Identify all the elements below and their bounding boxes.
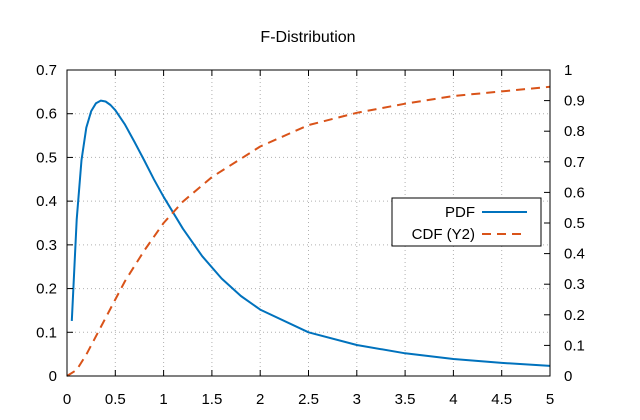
x-tick-label: 2 bbox=[256, 391, 264, 408]
y2-tick-label: 0.6 bbox=[564, 184, 585, 201]
series-line-cdf bbox=[66, 85, 551, 377]
axes-ticks: 0 0.5 1 1.5 2 2.5 3 3.5 4 4.5 500.10.20.30.40.50.6… bbox=[36, 62, 585, 408]
y2-tick-label: 0.9 bbox=[564, 93, 585, 110]
y2-tick-label: 0.8 bbox=[564, 123, 585, 140]
y-tick-label: 0.4 bbox=[36, 193, 57, 210]
y2-tick-label: 0.3 bbox=[564, 276, 585, 293]
series-line-pdf bbox=[70, 99, 551, 367]
y-tick-label: 0.7 bbox=[36, 62, 57, 79]
chart-title: F-Distribution bbox=[260, 29, 355, 46]
x-tick-label: 5 bbox=[546, 391, 554, 408]
y2-tick-label: 0.4 bbox=[564, 246, 585, 263]
x-tick-label: 4.5 bbox=[491, 391, 512, 408]
x-tick-label: 2.5 bbox=[298, 391, 319, 408]
y2-tick-label: 0 bbox=[564, 368, 572, 385]
x-tick-label: 0.5 bbox=[105, 391, 126, 408]
y2-tick-label: 1 bbox=[564, 62, 572, 79]
x-tick-label: 1.5 bbox=[201, 391, 222, 408]
y-tick-label: 0.3 bbox=[36, 237, 57, 254]
y2-tick-label: 0.7 bbox=[564, 154, 585, 171]
y-tick-label: 0 bbox=[49, 368, 57, 385]
y2-tick-label: 0.2 bbox=[564, 307, 585, 324]
x-tick-label: 4 bbox=[449, 391, 457, 408]
x-tick-label: 3.5 bbox=[395, 391, 416, 408]
y2-tick-label: 0.5 bbox=[564, 215, 585, 232]
y2-tick-label: 0.1 bbox=[564, 337, 585, 354]
legend-label-pdf: PDF bbox=[445, 204, 475, 221]
plot-series bbox=[66, 85, 551, 377]
legend-label-cdf: CDF (Y2) bbox=[412, 226, 475, 243]
x-tick-label: 0 bbox=[63, 391, 71, 408]
legend-box bbox=[391, 197, 542, 247]
legend: PDF CDF (Y2) bbox=[391, 197, 542, 247]
y-tick-label: 0.2 bbox=[36, 281, 57, 298]
x-tick-label: 1 bbox=[159, 391, 167, 408]
y-tick-label: 0.6 bbox=[36, 106, 57, 123]
y-tick-label: 0.1 bbox=[36, 324, 57, 341]
y-tick-label: 0.5 bbox=[36, 149, 57, 166]
x-tick-label: 3 bbox=[353, 391, 361, 408]
